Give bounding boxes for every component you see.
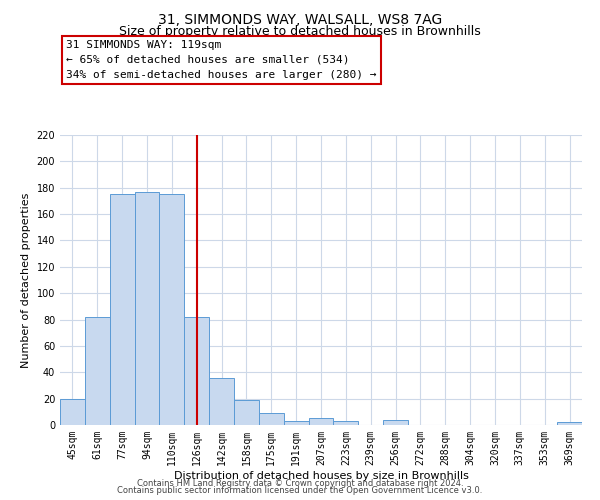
- Bar: [334, 421, 358, 425]
- Text: Size of property relative to detached houses in Brownhills: Size of property relative to detached ho…: [119, 25, 481, 38]
- Text: 31, SIMMONDS WAY, WALSALL, WS8 7AG: 31, SIMMONDS WAY, WALSALL, WS8 7AG: [158, 12, 442, 26]
- Bar: [383, 420, 408, 425]
- Bar: [160, 194, 184, 425]
- Bar: [308, 418, 334, 425]
- X-axis label: Distribution of detached houses by size in Brownhills: Distribution of detached houses by size …: [173, 470, 469, 480]
- Bar: [134, 192, 160, 425]
- Text: Contains HM Land Registry data © Crown copyright and database right 2024.: Contains HM Land Registry data © Crown c…: [137, 478, 463, 488]
- Bar: [209, 378, 234, 425]
- Bar: [557, 422, 582, 425]
- Text: 31 SIMMONDS WAY: 119sqm
← 65% of detached houses are smaller (534)
34% of semi-d: 31 SIMMONDS WAY: 119sqm ← 65% of detache…: [66, 40, 377, 80]
- Bar: [184, 317, 209, 425]
- Bar: [259, 413, 284, 425]
- Bar: [284, 421, 308, 425]
- Bar: [234, 400, 259, 425]
- Text: Contains public sector information licensed under the Open Government Licence v3: Contains public sector information licen…: [118, 486, 482, 495]
- Y-axis label: Number of detached properties: Number of detached properties: [21, 192, 31, 368]
- Bar: [85, 317, 110, 425]
- Bar: [60, 398, 85, 425]
- Bar: [110, 194, 134, 425]
